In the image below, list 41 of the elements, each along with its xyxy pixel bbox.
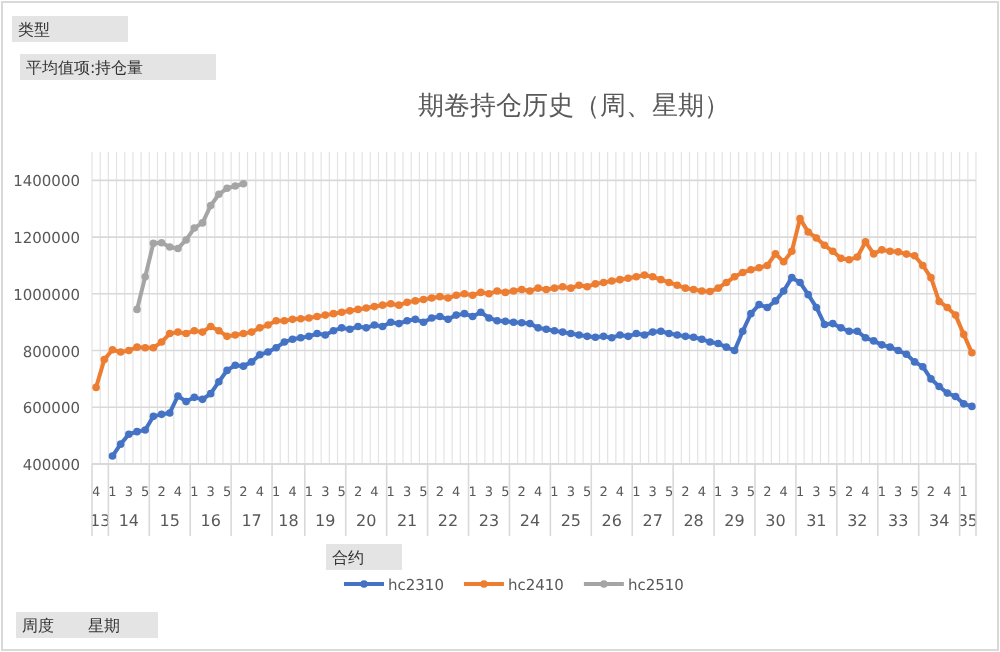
annotation: 类型 (12, 16, 128, 42)
annotation: 星期 (82, 612, 158, 638)
text: 15 (159, 512, 180, 530)
point (174, 244, 182, 253)
text: 24 (519, 512, 541, 530)
text: 20 (356, 512, 377, 530)
point (215, 190, 223, 199)
annotation: 合约 (326, 544, 402, 570)
text: 23 (478, 512, 500, 530)
text: 31 (806, 512, 827, 530)
point (165, 243, 174, 251)
text: 34 (928, 512, 950, 530)
annotation: 平均值项:持仓量 (20, 54, 216, 80)
text: 29 (724, 512, 745, 530)
text: 25 (560, 512, 582, 530)
point (182, 236, 190, 244)
point (190, 224, 199, 232)
text: 26 (601, 512, 622, 530)
point (223, 184, 231, 193)
point (198, 219, 207, 227)
text: 28 (683, 512, 704, 530)
text: 21 (396, 512, 418, 530)
point (149, 239, 158, 248)
text: 27 (642, 512, 663, 530)
point (206, 201, 215, 210)
text: 18 (278, 512, 299, 530)
point (231, 182, 240, 190)
text: 16 (200, 512, 221, 530)
text: 14 (118, 512, 140, 530)
text: 19 (315, 512, 336, 530)
point (239, 179, 248, 188)
point (133, 305, 141, 314)
text: 17 (241, 512, 262, 530)
point (141, 273, 149, 281)
text: 32 (847, 512, 868, 530)
text: 33 (888, 512, 909, 530)
point (157, 238, 166, 247)
chart-title: 期卷持仓历史（周、星期） (418, 92, 730, 122)
text: 30 (765, 512, 786, 530)
text: 22 (437, 512, 459, 530)
text: 35 (957, 512, 978, 530)
